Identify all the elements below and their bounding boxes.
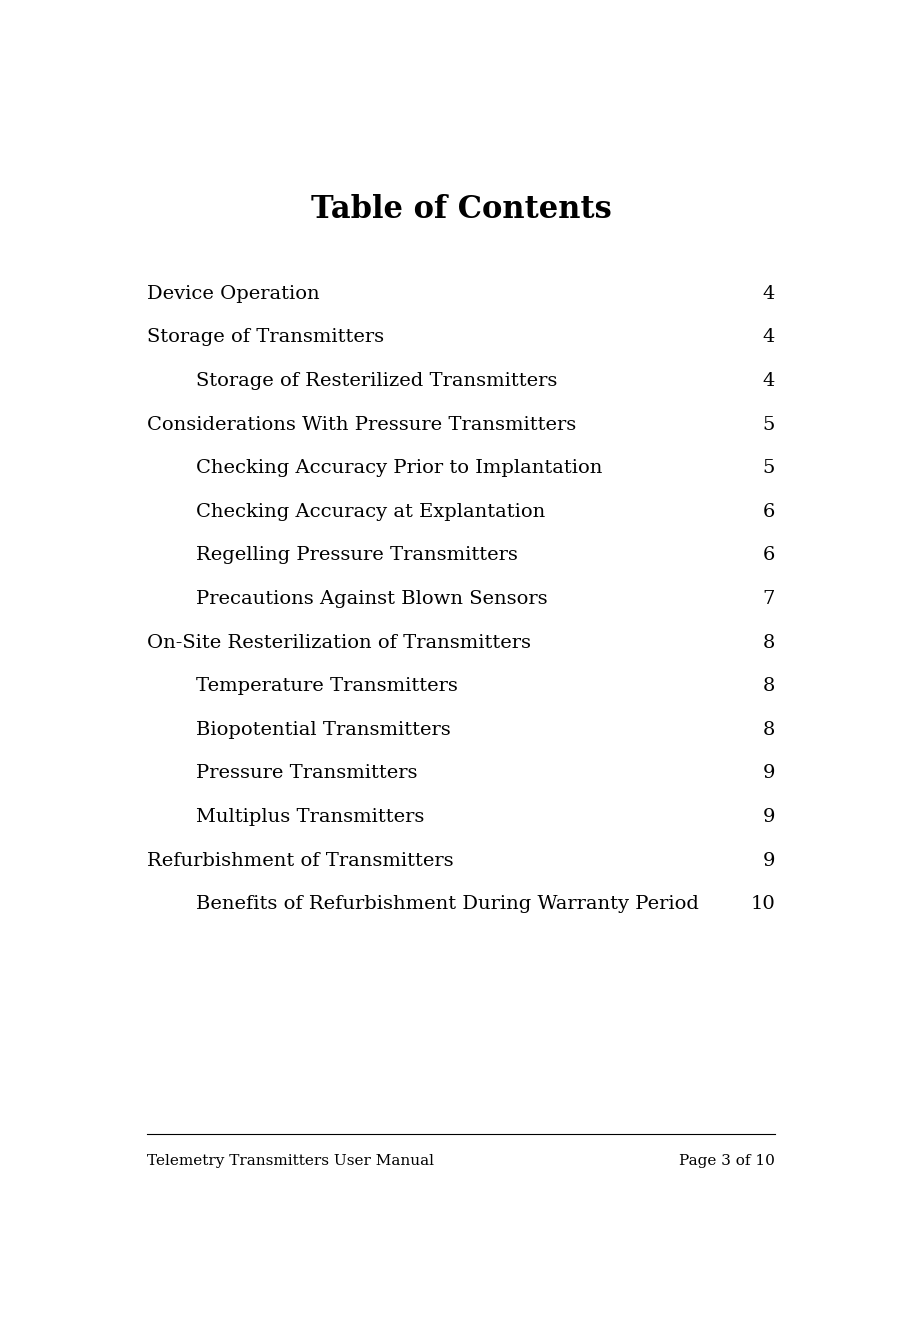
- Text: Telemetry Transmitters User Manual: Telemetry Transmitters User Manual: [148, 1154, 435, 1168]
- Text: 6: 6: [763, 503, 775, 520]
- Text: Biopotential Transmitters: Biopotential Transmitters: [196, 720, 451, 739]
- Text: Temperature Transmitters: Temperature Transmitters: [196, 677, 458, 695]
- Text: Multiplus Transmitters: Multiplus Transmitters: [196, 809, 425, 826]
- Text: Checking Accuracy at Explantation: Checking Accuracy at Explantation: [196, 503, 545, 520]
- Text: 8: 8: [763, 633, 775, 652]
- Text: 9: 9: [762, 764, 775, 782]
- Text: Precautions Against Blown Sensors: Precautions Against Blown Sensors: [196, 590, 548, 608]
- Text: Refurbishment of Transmitters: Refurbishment of Transmitters: [148, 852, 454, 869]
- Text: Device Operation: Device Operation: [148, 284, 320, 303]
- Text: Checking Accuracy Prior to Implantation: Checking Accuracy Prior to Implantation: [196, 460, 603, 477]
- Text: Benefits of Refurbishment During Warranty Period: Benefits of Refurbishment During Warrant…: [196, 896, 699, 913]
- Text: Considerations With Pressure Transmitters: Considerations With Pressure Transmitter…: [148, 416, 577, 433]
- Text: 5: 5: [763, 460, 775, 477]
- Text: 4: 4: [763, 328, 775, 346]
- Text: 10: 10: [751, 896, 775, 913]
- Text: 8: 8: [763, 677, 775, 695]
- Text: 5: 5: [763, 416, 775, 433]
- Text: 4: 4: [763, 284, 775, 303]
- Text: Regelling Pressure Transmitters: Regelling Pressure Transmitters: [196, 547, 518, 565]
- Text: Page 3 of 10: Page 3 of 10: [680, 1154, 775, 1168]
- Text: 7: 7: [763, 590, 775, 608]
- Text: Storage of Resterilized Transmitters: Storage of Resterilized Transmitters: [196, 371, 558, 390]
- Text: 4: 4: [763, 371, 775, 390]
- Text: 9: 9: [762, 809, 775, 826]
- Text: Storage of Transmitters: Storage of Transmitters: [148, 328, 384, 346]
- Text: 6: 6: [763, 547, 775, 565]
- Text: 8: 8: [763, 720, 775, 739]
- Text: 9: 9: [762, 852, 775, 869]
- Text: Pressure Transmitters: Pressure Transmitters: [196, 764, 418, 782]
- Text: On-Site Resterilization of Transmitters: On-Site Resterilization of Transmitters: [148, 633, 531, 652]
- Text: Table of Contents: Table of Contents: [310, 194, 612, 224]
